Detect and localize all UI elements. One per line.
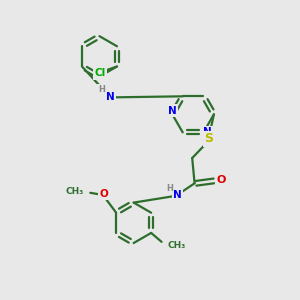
Text: S: S	[204, 132, 213, 145]
Text: Cl: Cl	[94, 68, 106, 78]
Text: CH₃: CH₃	[167, 241, 186, 250]
Text: O: O	[99, 189, 108, 199]
Text: CH₃: CH₃	[65, 188, 84, 196]
Text: N: N	[106, 92, 114, 102]
Text: H: H	[99, 85, 106, 94]
Text: O: O	[216, 175, 225, 185]
Text: H: H	[166, 184, 173, 193]
Text: N: N	[173, 190, 182, 200]
Text: N: N	[168, 106, 177, 116]
Text: N: N	[203, 128, 212, 137]
